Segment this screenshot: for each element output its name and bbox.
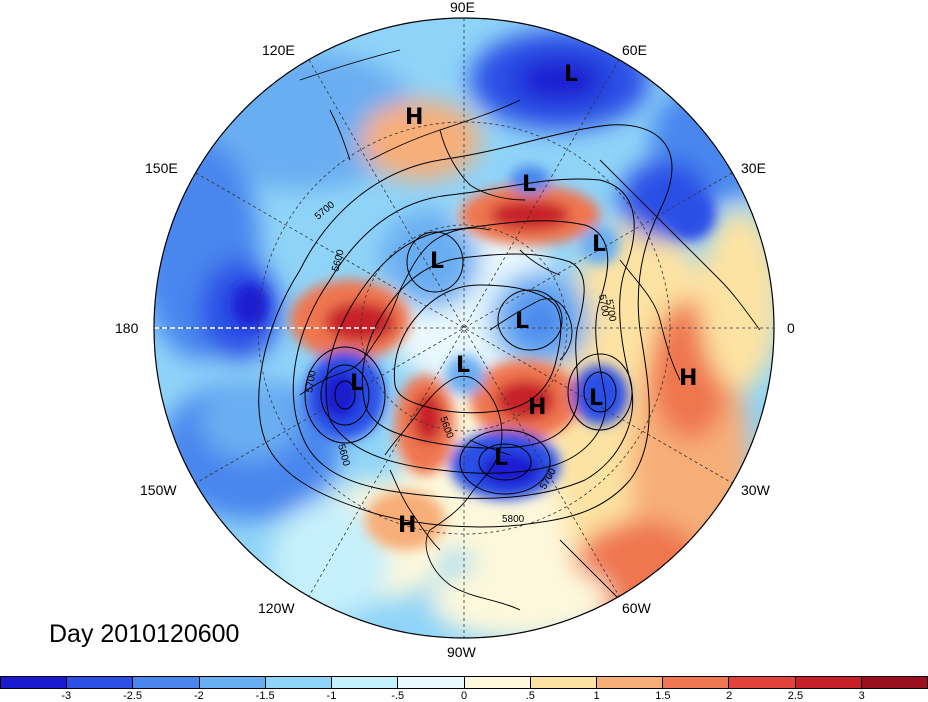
lon-label-90w: 90W bbox=[447, 644, 476, 660]
colorbar-swatch bbox=[663, 677, 730, 688]
anomaly-field bbox=[154, 18, 774, 638]
low-pressure-marker: L bbox=[494, 446, 508, 471]
low-pressure-marker: L bbox=[456, 353, 470, 378]
contour-label: 5800 bbox=[502, 514, 525, 525]
low-pressure-marker: L bbox=[430, 249, 444, 274]
colorbar-tick-label: 2 bbox=[726, 690, 733, 702]
colorbar-swatch bbox=[398, 677, 465, 688]
colorbar-swatch bbox=[795, 677, 862, 688]
lon-label-60w: 60W bbox=[622, 600, 651, 616]
colorbar-tick-label: -2.5 bbox=[123, 690, 143, 702]
high-pressure-marker: H bbox=[398, 513, 416, 538]
map-boundary bbox=[153, 17, 775, 639]
colorbar-tick-label: 1 bbox=[593, 690, 600, 702]
low-pressure-marker: L bbox=[592, 232, 606, 257]
lon-label-120w: 120W bbox=[258, 600, 295, 616]
contour-label: 5700 bbox=[304, 369, 319, 393]
colorbar-tick-label: -2 bbox=[193, 690, 204, 702]
date-title: Day 2010120600 bbox=[49, 620, 240, 648]
contour-label: 5700 bbox=[603, 299, 618, 323]
colorbar-tick-label: -1 bbox=[326, 690, 337, 702]
high-pressure-marker: H bbox=[679, 366, 697, 391]
lon-label-120e: 120E bbox=[262, 42, 295, 58]
colorbar bbox=[0, 676, 928, 689]
colorbar-swatch bbox=[861, 677, 928, 688]
colorbar-tick-label: -1.5 bbox=[255, 690, 275, 702]
low-pressure-marker: L bbox=[515, 309, 529, 334]
lon-label-150e: 150E bbox=[145, 160, 178, 176]
colorbar-tick-label: 0 bbox=[460, 690, 468, 702]
lon-label-60e: 60E bbox=[622, 42, 647, 58]
colorbar-tick-label: -.5 bbox=[391, 690, 405, 702]
lon-label-180: 180 bbox=[115, 320, 139, 336]
lon-label-0: 0 bbox=[787, 320, 795, 336]
low-pressure-marker: L bbox=[589, 386, 603, 411]
colorbar-tick-label: 3 bbox=[858, 690, 865, 702]
colorbar-swatch bbox=[1, 677, 68, 688]
graticule bbox=[154, 18, 774, 638]
colorbar-swatch bbox=[729, 677, 796, 688]
high-pressure-marker: H bbox=[528, 395, 546, 420]
colorbar-swatch bbox=[464, 677, 531, 688]
lon-label-150w: 150W bbox=[140, 482, 177, 498]
colorbar-swatch bbox=[596, 677, 664, 688]
height-contours bbox=[258, 124, 673, 528]
colorbar-tick-label: 2.5 bbox=[787, 690, 804, 702]
lon-label-30w: 30W bbox=[741, 482, 770, 498]
low-pressure-marker: L bbox=[564, 62, 578, 87]
high-pressure-marker: H bbox=[405, 105, 423, 130]
colorbar-tick-label: .5 bbox=[525, 690, 535, 702]
pressure-centers: H L L L L L L L H L L H H bbox=[350, 62, 697, 538]
colorbar-swatch bbox=[332, 677, 399, 688]
colorbar-swatch bbox=[199, 677, 266, 688]
lon-label-30e: 30E bbox=[741, 160, 766, 176]
colorbar-swatch bbox=[530, 677, 597, 688]
low-pressure-marker: L bbox=[522, 172, 536, 197]
colorbar-tick-label: 1.5 bbox=[655, 690, 671, 702]
contour-label: 5700 bbox=[596, 294, 611, 318]
colorbar-swatch bbox=[133, 677, 200, 688]
colorbar-swatch bbox=[265, 677, 333, 688]
low-pressure-marker: L bbox=[350, 371, 364, 396]
lon-label-90e: 90E bbox=[450, 0, 475, 15]
colorbar-tick-label: -3 bbox=[61, 690, 72, 702]
colorbar-swatch bbox=[67, 677, 134, 688]
